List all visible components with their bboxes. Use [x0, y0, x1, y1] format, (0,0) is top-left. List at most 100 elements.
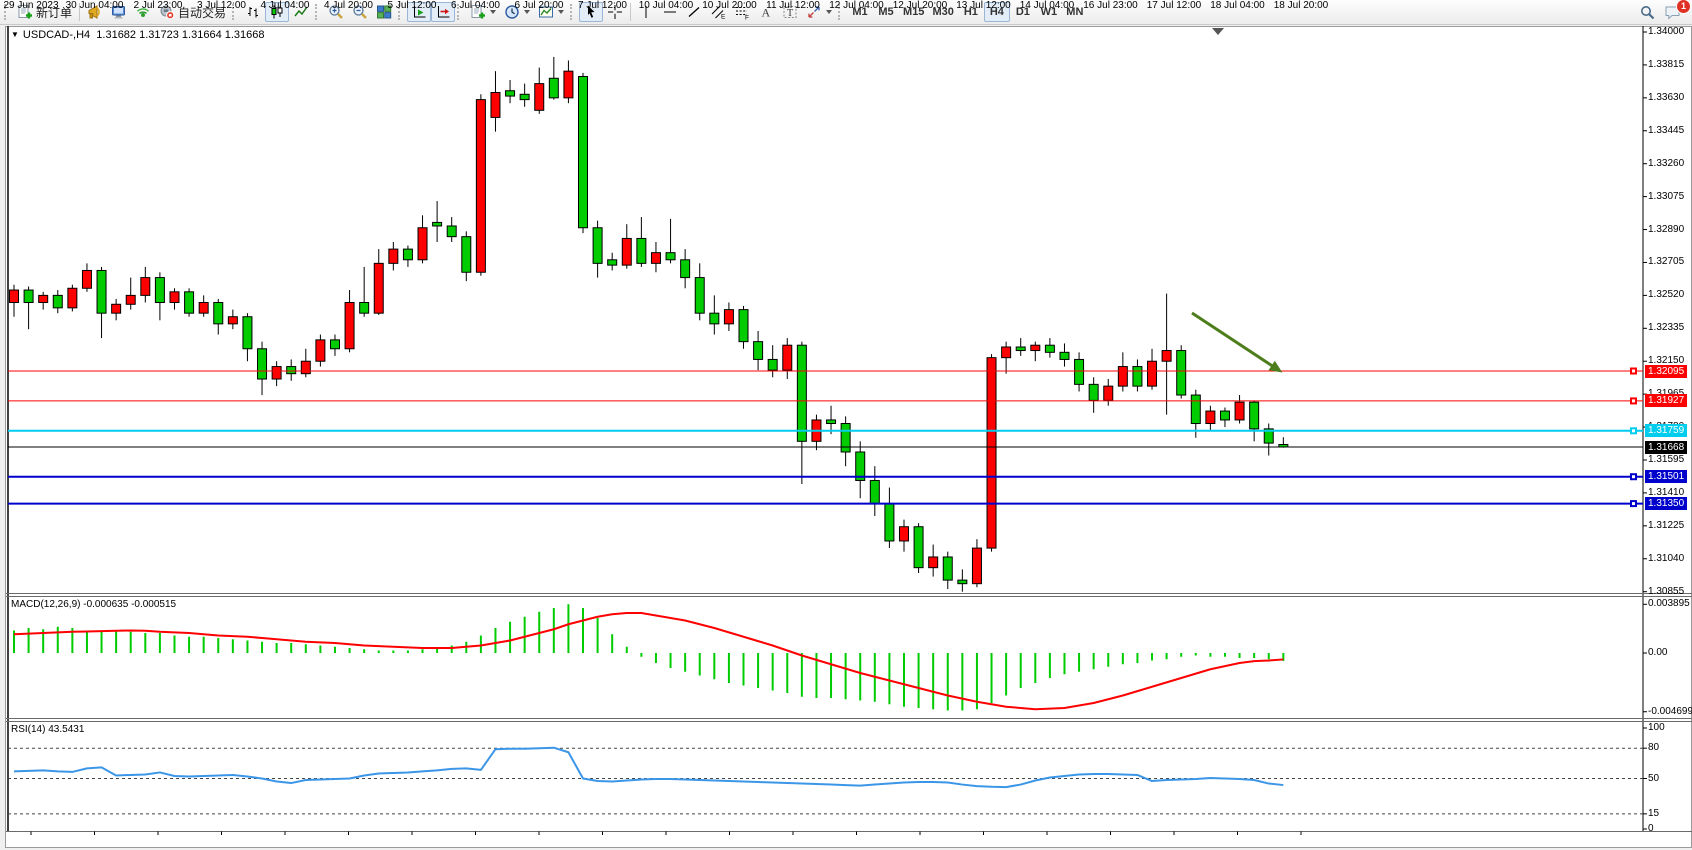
auto-scroll-button[interactable] [407, 2, 432, 22]
indicators-icon [470, 4, 486, 20]
trendline-button[interactable] [682, 2, 706, 22]
rsi-axis-tick-label: 100 [1648, 722, 1665, 733]
candle-body [898, 526, 909, 542]
arrow-head [1268, 360, 1283, 373]
timeframe-button-m30[interactable]: M30 [932, 6, 954, 18]
periods-dropdown-button[interactable] [500, 2, 534, 22]
news-button[interactable] [83, 2, 107, 22]
tile-windows-button[interactable] [372, 2, 396, 22]
timeframe-button-d1[interactable]: D1 [1015, 6, 1030, 18]
candle-body [359, 301, 370, 314]
fibonacci-button[interactable]: F [730, 2, 754, 22]
candle-body [1190, 394, 1201, 425]
one-click-trading-expand-icon[interactable]: ▼ [11, 30, 19, 39]
chat-button[interactable]: 1 [1660, 0, 1691, 22]
autotrade-robot-icon [159, 4, 175, 20]
search-button[interactable] [1635, 2, 1660, 22]
candlestick-chart-button[interactable] [265, 2, 290, 22]
candle-body [9, 289, 19, 303]
terminal-button[interactable] [107, 2, 131, 22]
rsi-axis-tick-label: 80 [1648, 742, 1660, 754]
time-axis-label: 30 Jun 04:00 [65, 0, 124, 11]
candle-body [753, 341, 764, 360]
timeframe-button-h1[interactable]: H1 [963, 6, 978, 18]
vertical-line-button[interactable] [634, 2, 658, 22]
timeframe-button-h4[interactable]: H4 [983, 2, 1010, 22]
price-line-label: 1.31350 [1645, 497, 1688, 511]
candle-body [694, 277, 705, 314]
candle-body [636, 237, 647, 264]
rsi-axis-tick-label: 50 [1648, 772, 1660, 784]
auto-trading-button[interactable]: 自动交易 [155, 2, 230, 22]
chart-shift-marker[interactable] [1212, 28, 1224, 35]
price-axis-tick-label: 1.32150 [1648, 355, 1685, 367]
text-label-button[interactable]: T [778, 2, 802, 22]
timeframe-button-m1[interactable]: M1 [852, 6, 868, 18]
time-axis-label: 2 Jul 23:00 [133, 0, 183, 11]
candle-body [826, 419, 837, 425]
crosshair-button[interactable] [603, 2, 627, 22]
candle-body [286, 366, 297, 375]
macd-signal-line [13, 612, 1284, 711]
cursor-button[interactable] [579, 2, 604, 22]
trend-arrow-annotation[interactable] [1191, 311, 1275, 369]
signal-button[interactable] [131, 2, 155, 22]
candle-body [1161, 350, 1172, 362]
candle-body [344, 301, 355, 350]
text-icon: A [758, 4, 774, 20]
candle-body [1132, 366, 1143, 387]
line-chart-button[interactable] [289, 2, 313, 22]
zoom-in-button[interactable] [324, 2, 348, 22]
time-axis-label: 6 Jul 04:00 [451, 0, 500, 11]
candle-body [81, 269, 92, 289]
candle-body [505, 90, 516, 97]
line-handle-center [1632, 399, 1635, 403]
text-label-icon: T [782, 4, 798, 20]
templates-dropdown-button[interactable] [534, 2, 568, 22]
channel-button[interactable]: E [706, 2, 730, 22]
candle-body [1176, 350, 1187, 396]
price-line-label: 1.31501 [1645, 470, 1688, 484]
svg-text:T: T [787, 8, 793, 19]
price-axis-tick-label: 1.33260 [1648, 157, 1685, 169]
price-axis-tick-label: 1.32705 [1648, 256, 1685, 268]
candle-body [23, 289, 34, 303]
zoom-out-button[interactable] [348, 2, 372, 22]
toolbar-separator [79, 3, 81, 21]
horizontal-line-icon [662, 4, 678, 20]
timeframe-button-mn[interactable]: MN [1066, 6, 1084, 18]
horizontal-line-button[interactable] [658, 2, 682, 22]
candle-body [796, 344, 807, 442]
timeframe-button-m15[interactable]: M15 [903, 6, 925, 18]
candle-body [213, 301, 224, 325]
text-button[interactable]: A [754, 2, 778, 22]
candle-body [111, 303, 122, 314]
new-order-button[interactable]: 新订单 [13, 2, 76, 22]
candle-body [971, 547, 982, 585]
svg-text:A: A [762, 6, 771, 20]
cursor-icon [583, 4, 599, 20]
chart-shift-button[interactable] [431, 2, 456, 22]
price-line-label: 1.31759 [1645, 424, 1688, 438]
arrows-dropdown-button[interactable] [802, 2, 836, 22]
bar-chart-button[interactable] [241, 2, 265, 22]
timeframe-button-w1[interactable]: W1 [1040, 6, 1058, 18]
candle-body [607, 259, 618, 266]
candle-body [388, 248, 399, 264]
chart-shift-icon [435, 4, 451, 20]
candle-body [578, 75, 589, 229]
candle-body [1074, 358, 1085, 385]
candle-body [271, 366, 282, 380]
notification-badge: 1 [1676, 0, 1691, 14]
candlestick-chart-icon [269, 4, 285, 20]
rsi-line [13, 746, 1284, 789]
time-axis-label: 29 Jun 2023 [3, 0, 59, 11]
indicators-dropdown-button[interactable] [466, 2, 500, 22]
horn-icon [87, 4, 103, 20]
candle-body [475, 99, 486, 273]
price-axis-tick-label: 1.31040 [1648, 552, 1685, 564]
timeframe-button-m5[interactable]: M5 [878, 6, 894, 18]
svg-text:F: F [745, 15, 749, 21]
arrows-icon [806, 4, 822, 20]
